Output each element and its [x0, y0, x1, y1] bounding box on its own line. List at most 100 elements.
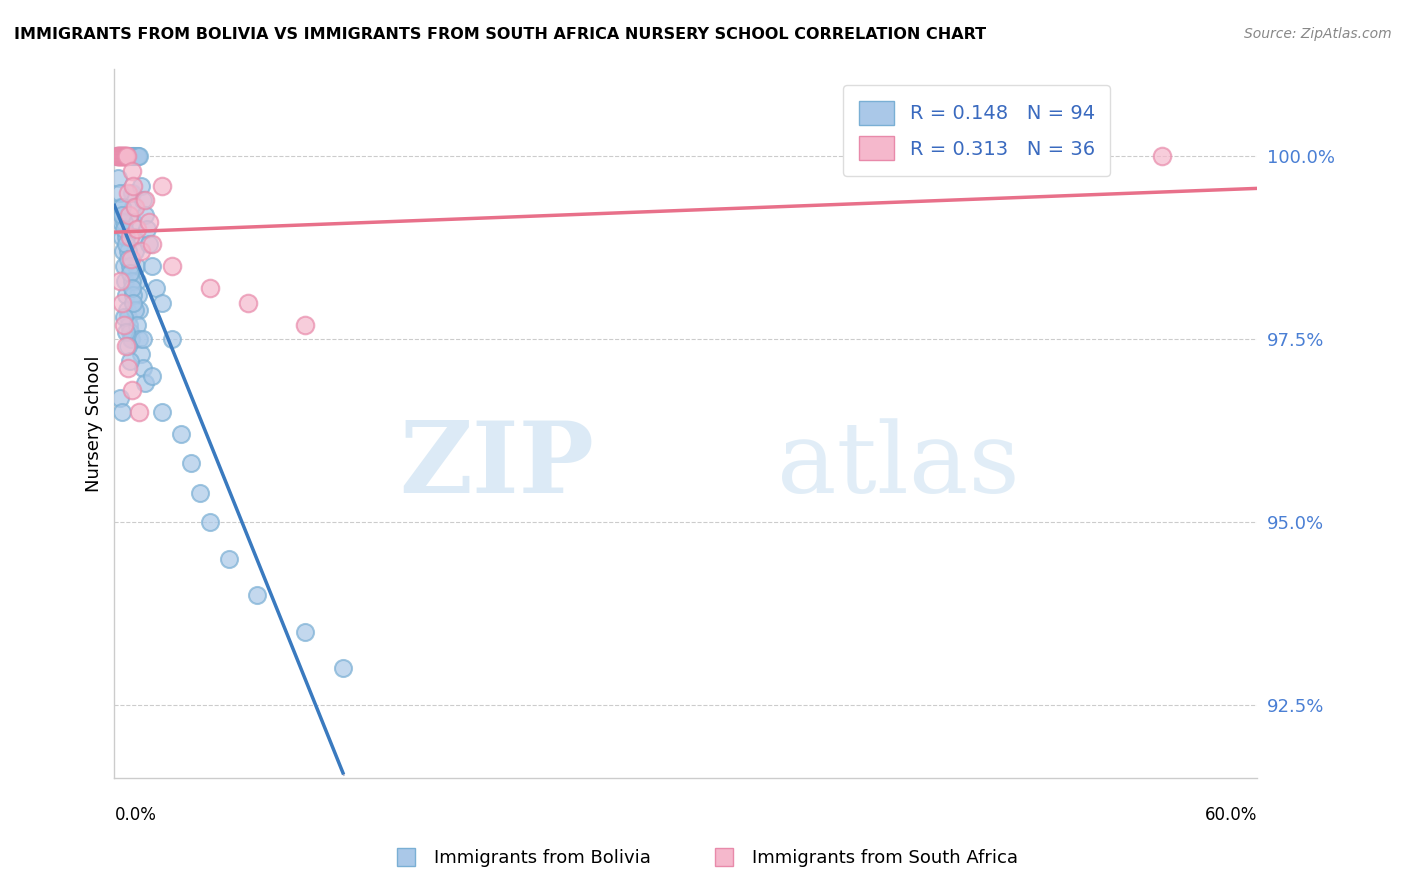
Point	[108, 391, 131, 405]
Point	[112, 149, 135, 163]
Point	[111, 295, 134, 310]
Point	[124, 244, 146, 259]
Point	[128, 302, 150, 317]
Point	[108, 149, 131, 163]
Point	[122, 178, 145, 193]
Point	[127, 274, 149, 288]
Legend: Immigrants from Bolivia, Immigrants from South Africa: Immigrants from Bolivia, Immigrants from…	[380, 842, 1026, 874]
Point	[117, 244, 139, 259]
Point	[115, 288, 138, 302]
Point	[115, 149, 138, 163]
Point	[129, 178, 152, 193]
Point	[120, 332, 142, 346]
Point	[118, 229, 141, 244]
Point	[112, 149, 135, 163]
Point	[127, 288, 149, 302]
Point	[122, 215, 145, 229]
Point	[121, 274, 143, 288]
Point	[112, 215, 135, 229]
Point	[121, 201, 143, 215]
Point	[118, 259, 141, 273]
Point	[114, 274, 136, 288]
Point	[127, 318, 149, 332]
Point	[125, 259, 148, 273]
Point	[124, 201, 146, 215]
Point	[120, 149, 142, 163]
Point	[110, 149, 132, 163]
Point	[108, 186, 131, 200]
Point	[111, 149, 134, 163]
Point	[118, 354, 141, 368]
Point	[134, 208, 156, 222]
Point	[122, 288, 145, 302]
Point	[198, 515, 221, 529]
Point	[138, 215, 160, 229]
Point	[118, 325, 141, 339]
Point	[114, 149, 136, 163]
Point	[112, 318, 135, 332]
Point	[114, 149, 136, 163]
Point	[132, 193, 155, 207]
Text: 0.0%: 0.0%	[114, 806, 156, 824]
Point	[121, 186, 143, 200]
Point	[115, 237, 138, 252]
Point	[160, 332, 183, 346]
Point	[127, 149, 149, 163]
Point	[111, 229, 134, 244]
Point	[218, 551, 240, 566]
Point	[118, 208, 141, 222]
Point	[138, 237, 160, 252]
Point	[120, 252, 142, 266]
Point	[108, 201, 131, 215]
Point	[128, 405, 150, 419]
Point	[1150, 149, 1173, 163]
Point	[150, 178, 173, 193]
Point	[122, 149, 145, 163]
Point	[110, 149, 132, 163]
Point	[132, 332, 155, 346]
Point	[111, 149, 134, 163]
Point	[115, 302, 138, 317]
Point	[124, 302, 146, 317]
Point	[111, 149, 134, 163]
Text: 60.0%: 60.0%	[1205, 806, 1257, 824]
Point	[112, 259, 135, 273]
Y-axis label: Nursery School: Nursery School	[86, 355, 103, 491]
Point	[108, 274, 131, 288]
Point	[112, 310, 135, 325]
Point	[129, 244, 152, 259]
Point	[118, 318, 141, 332]
Point	[121, 149, 143, 163]
Point	[134, 376, 156, 390]
Point	[188, 485, 211, 500]
Point	[127, 222, 149, 236]
Point	[117, 186, 139, 200]
Point	[129, 347, 152, 361]
Point	[135, 222, 157, 236]
Text: atlas: atlas	[778, 418, 1019, 514]
Point	[141, 368, 163, 383]
Point	[124, 229, 146, 244]
Point	[111, 201, 134, 215]
Point	[105, 149, 128, 163]
Point	[117, 339, 139, 353]
Point	[105, 149, 128, 163]
Point	[145, 281, 167, 295]
Point	[332, 661, 354, 675]
Point	[117, 310, 139, 325]
Point	[118, 266, 141, 280]
Point	[112, 222, 135, 236]
Point	[294, 624, 316, 639]
Point	[125, 149, 148, 163]
Point	[111, 405, 134, 419]
Point	[108, 149, 131, 163]
Point	[111, 244, 134, 259]
Point	[115, 149, 138, 163]
Point	[108, 149, 131, 163]
Point	[117, 361, 139, 376]
Point	[128, 332, 150, 346]
Point	[134, 193, 156, 207]
Text: IMMIGRANTS FROM BOLIVIA VS IMMIGRANTS FROM SOUTH AFRICA NURSERY SCHOOL CORRELATI: IMMIGRANTS FROM BOLIVIA VS IMMIGRANTS FR…	[14, 27, 986, 42]
Point	[115, 325, 138, 339]
Point	[124, 149, 146, 163]
